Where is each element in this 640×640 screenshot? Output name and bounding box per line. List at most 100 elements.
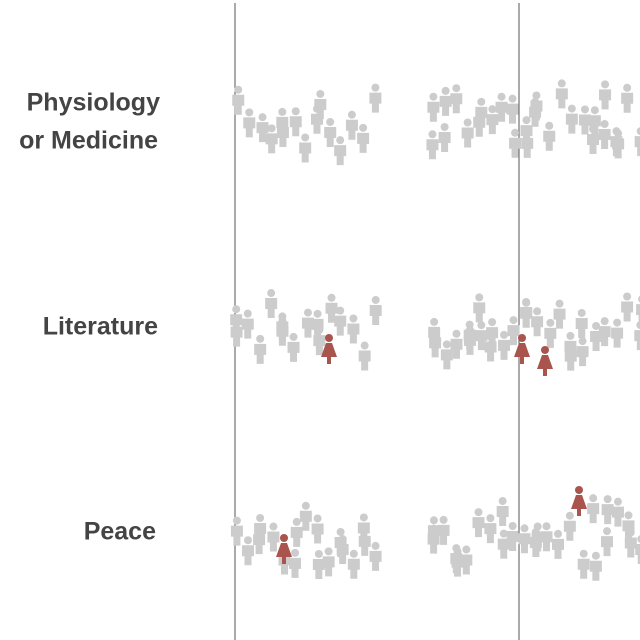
icon-body — [347, 323, 360, 344]
person-icon — [472, 508, 485, 538]
icon-head — [452, 84, 461, 93]
icon-head — [589, 494, 598, 503]
icon-head — [520, 524, 529, 533]
icon-head — [267, 289, 276, 298]
person-icon — [531, 307, 544, 337]
icon-body — [610, 136, 623, 157]
icon-head — [575, 486, 583, 494]
icon-body — [509, 137, 522, 158]
person-icon — [427, 516, 440, 546]
icon-body — [463, 334, 476, 355]
icon-head — [601, 80, 610, 89]
person-icon — [473, 293, 486, 323]
icon-body — [299, 510, 312, 531]
icon-head — [326, 117, 335, 126]
icon-head — [278, 117, 287, 126]
person-icon — [587, 494, 600, 524]
icon-head — [244, 536, 253, 545]
icon-body — [611, 506, 624, 527]
icon-body — [450, 553, 463, 574]
icon-head — [452, 544, 461, 553]
icon-head — [578, 337, 587, 346]
icon-head — [439, 515, 448, 524]
icon-head — [474, 508, 483, 517]
icon-head — [533, 307, 542, 316]
person-icon — [636, 295, 640, 325]
person-icon — [520, 298, 533, 328]
person-icon — [484, 514, 497, 544]
icon-body — [497, 538, 510, 559]
person-icon — [507, 316, 520, 346]
icon-body — [438, 132, 451, 153]
person-icon — [601, 527, 614, 557]
person-icon — [357, 123, 370, 153]
person-icon — [553, 299, 566, 329]
icon-body — [507, 325, 520, 346]
icon-head — [465, 325, 474, 334]
icon-body — [437, 524, 450, 545]
row-label: or Medicine — [19, 127, 158, 155]
person-icon — [450, 84, 463, 114]
icon-head — [245, 108, 254, 117]
person-icon — [598, 120, 611, 150]
icon-body — [461, 127, 474, 148]
person-icon — [563, 511, 576, 541]
icon-body — [450, 338, 463, 359]
icon-body — [276, 543, 292, 564]
icon-head — [349, 549, 358, 558]
icon-head — [541, 346, 549, 354]
person-icon — [611, 497, 624, 527]
icon-head — [592, 321, 601, 330]
icon-head — [623, 292, 632, 301]
icon-body — [299, 142, 312, 163]
person-icon — [289, 548, 302, 578]
icon-head — [359, 123, 368, 132]
icon-body — [486, 327, 499, 348]
person-icon — [564, 341, 577, 371]
person-icon — [369, 541, 382, 571]
icon-head — [624, 511, 633, 520]
person-icon — [555, 79, 568, 109]
icon-head — [316, 89, 325, 98]
person-icon — [242, 536, 255, 566]
person-icon — [230, 305, 243, 335]
icon-body — [621, 301, 634, 322]
icon-body — [278, 554, 291, 575]
person-icon — [520, 116, 533, 146]
icon-body — [334, 145, 347, 166]
icon-head — [603, 527, 612, 536]
icon-head — [533, 522, 542, 531]
person-icon — [552, 529, 565, 559]
icon-head — [292, 517, 301, 526]
icon-head — [256, 514, 265, 523]
person-icon — [299, 501, 312, 531]
person-icon — [358, 341, 371, 371]
icon-head — [579, 549, 588, 558]
person-icon — [621, 292, 634, 322]
icon-head — [452, 329, 461, 338]
icon-head — [301, 501, 310, 510]
icon-head — [612, 127, 621, 136]
icon-body — [254, 343, 267, 364]
person-icon — [506, 522, 519, 552]
icon-head — [498, 497, 507, 506]
person-icon — [610, 127, 623, 157]
icon-head — [291, 548, 300, 557]
icon-head — [488, 105, 497, 114]
icon-body — [601, 536, 614, 557]
icon-body — [290, 526, 303, 547]
icon-body — [635, 544, 640, 565]
icon-head — [431, 328, 440, 337]
icon-head — [509, 316, 518, 325]
icon-head — [278, 107, 287, 116]
icon-body — [301, 317, 314, 338]
icon-head — [371, 541, 380, 550]
person-icon — [243, 108, 256, 138]
icon-body — [357, 132, 370, 153]
person-icon — [256, 113, 269, 143]
person-icon — [290, 517, 303, 547]
person-icon — [230, 516, 243, 546]
icon-head — [349, 314, 358, 323]
icon-head — [545, 121, 554, 130]
icon-head — [336, 136, 345, 145]
